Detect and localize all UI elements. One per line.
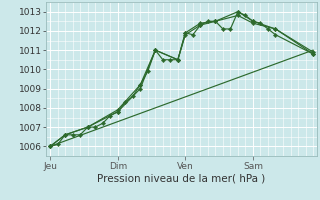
X-axis label: Pression niveau de la mer( hPa ): Pression niveau de la mer( hPa ) <box>98 173 266 183</box>
